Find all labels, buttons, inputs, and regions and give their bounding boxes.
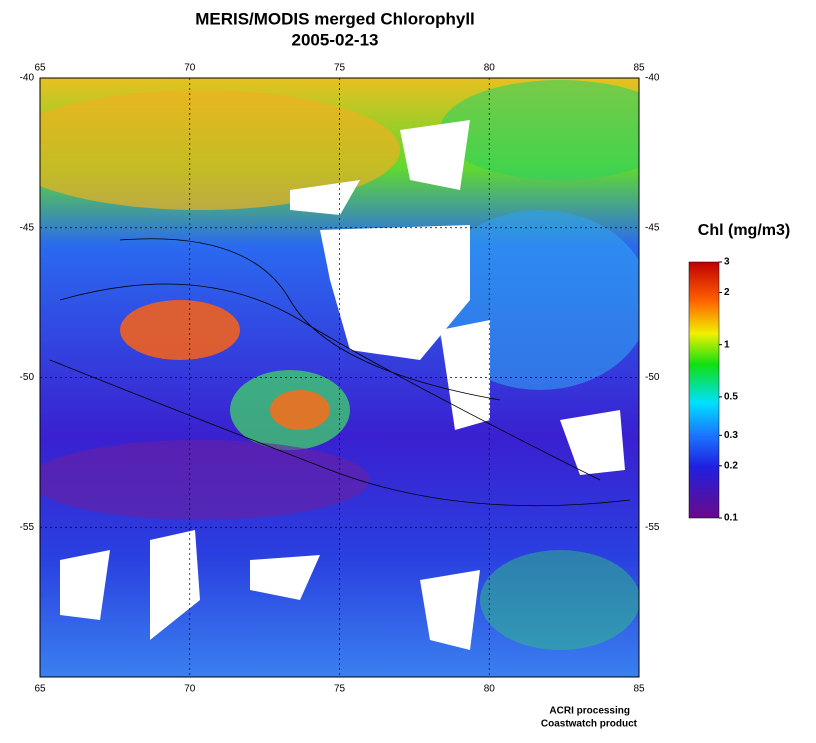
y-tick-label: -50 bbox=[645, 372, 660, 383]
x-tick-label: 65 bbox=[34, 684, 46, 695]
chlorophyll-image bbox=[40, 78, 639, 677]
x-tick-label: 70 bbox=[184, 63, 196, 74]
subtitle: 2005-02-13 bbox=[292, 30, 379, 49]
x-tick-label: 75 bbox=[334, 684, 346, 695]
y-tick-label: -55 bbox=[645, 522, 660, 533]
credit: ACRI processing bbox=[549, 706, 630, 717]
colorbar-tick-label: 0.2 bbox=[724, 460, 738, 471]
x-tick-label: 70 bbox=[184, 684, 196, 695]
title: MERIS/MODIS merged Chlorophyll bbox=[195, 9, 475, 28]
colorbar bbox=[688, 261, 720, 519]
x-tick-label: 80 bbox=[484, 684, 496, 695]
colorbar-tick-label: 1 bbox=[724, 339, 730, 350]
colorbar-tick-label: 0.3 bbox=[724, 430, 738, 441]
credit: Coastwatch product bbox=[541, 719, 638, 730]
y-tick-label: -40 bbox=[20, 73, 35, 84]
x-tick-label: 85 bbox=[633, 684, 645, 695]
x-tick-label: 75 bbox=[334, 63, 346, 74]
colorbar-tick-label: 2 bbox=[724, 287, 730, 298]
y-tick-label: -55 bbox=[20, 522, 35, 533]
colorbar-tick-label: 3 bbox=[724, 257, 730, 268]
y-tick-label: -45 bbox=[645, 222, 660, 233]
x-tick-label: 80 bbox=[484, 63, 496, 74]
y-tick-label: -40 bbox=[645, 73, 660, 84]
y-tick-label: -50 bbox=[20, 372, 35, 383]
x-tick-label: 85 bbox=[633, 63, 645, 74]
colorbar-label: Chl (mg/m3) bbox=[698, 222, 790, 239]
y-tick-label: -45 bbox=[20, 222, 35, 233]
colorbar-tick-label: 0.5 bbox=[724, 392, 738, 403]
colorbar-tick-label: 0.1 bbox=[724, 513, 738, 524]
x-tick-label: 65 bbox=[34, 63, 46, 74]
